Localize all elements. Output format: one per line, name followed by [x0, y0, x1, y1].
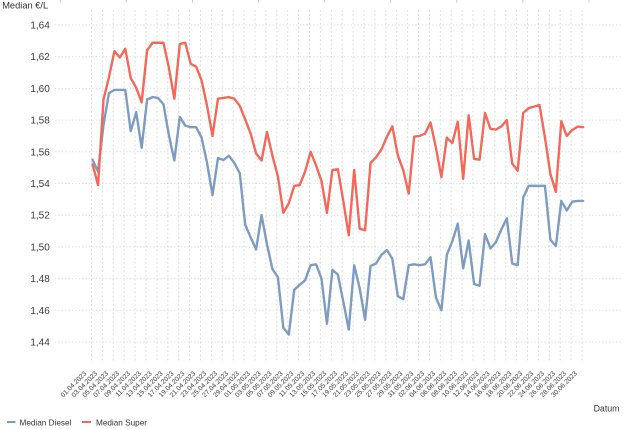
- svg-text:1,64: 1,64: [30, 21, 50, 32]
- svg-text:1,52: 1,52: [30, 211, 50, 222]
- svg-text:Median Diesel: Median Diesel: [20, 419, 72, 428]
- svg-text:1,50: 1,50: [30, 242, 50, 253]
- svg-text:1,48: 1,48: [30, 274, 50, 285]
- svg-text:1,54: 1,54: [30, 179, 50, 190]
- svg-text:1,58: 1,58: [30, 116, 50, 127]
- svg-text:Datum: Datum: [594, 403, 620, 413]
- svg-text:Median Super: Median Super: [96, 419, 147, 428]
- svg-text:Median €/L: Median €/L: [2, 1, 48, 11]
- svg-text:1,62: 1,62: [30, 52, 50, 63]
- svg-text:1,60: 1,60: [30, 84, 50, 95]
- svg-text:1,56: 1,56: [30, 147, 50, 158]
- svg-text:1,46: 1,46: [30, 306, 50, 317]
- svg-text:1,44: 1,44: [30, 338, 50, 349]
